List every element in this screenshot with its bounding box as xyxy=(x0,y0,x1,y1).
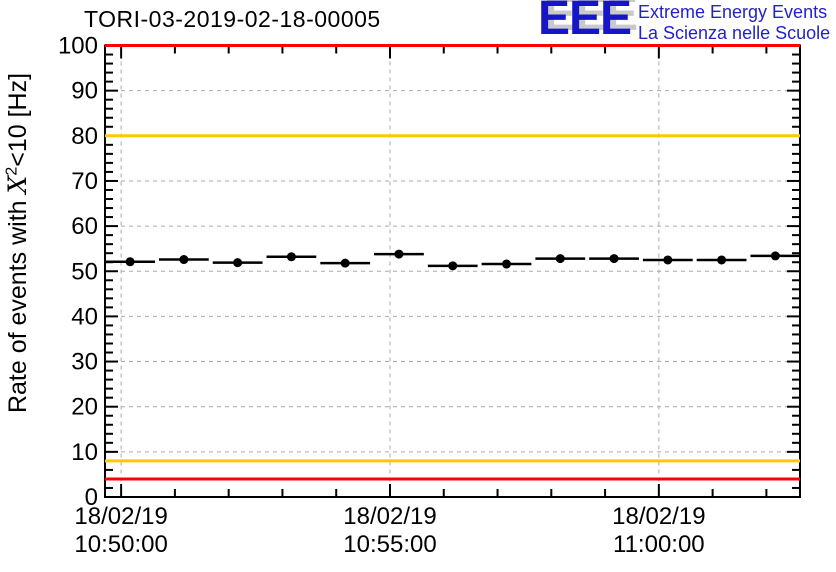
y-tick-label: 50 xyxy=(71,258,98,285)
x-tick-label-date: 18/02/19 xyxy=(612,503,705,530)
data-point xyxy=(286,252,296,262)
data-point xyxy=(125,257,135,267)
x-tick-label-date: 18/02/19 xyxy=(343,503,436,530)
y-tick-label: 90 xyxy=(71,78,98,105)
y-tick-label: 30 xyxy=(71,349,98,376)
x-tick-label-date: 18/02/19 xyxy=(74,503,167,530)
y-tick-label: 20 xyxy=(71,394,98,421)
data-point xyxy=(555,254,565,264)
eee-logo-text: Extreme Energy Events La Scienza nelle S… xyxy=(638,2,830,44)
data-point xyxy=(233,258,243,268)
y-tick-label: 80 xyxy=(71,123,98,150)
eee-logo-line1: Extreme Energy Events xyxy=(638,2,828,22)
data-point xyxy=(394,249,404,259)
data-point xyxy=(501,259,511,269)
data-point xyxy=(448,261,458,271)
y-tick-label: 0 xyxy=(85,484,98,511)
x-tick-label-time: 10:50:00 xyxy=(74,531,167,558)
data-point xyxy=(179,255,189,265)
eee-logo-letters: EEE xyxy=(538,0,632,45)
y-tick-label: 60 xyxy=(71,213,98,240)
y-tick-label: 100 xyxy=(58,33,98,60)
data-point xyxy=(340,258,350,268)
data-point xyxy=(663,255,673,265)
data-point xyxy=(770,251,780,261)
data-point xyxy=(609,254,619,264)
x-tick-label-time: 10:55:00 xyxy=(343,531,436,558)
x-tick-label-time: 11:00:00 xyxy=(613,531,705,558)
chart-title: TORI-03-2019-02-18-00005 xyxy=(84,6,381,32)
eee-logo-line2: La Scienza nelle Scuole xyxy=(638,23,831,43)
y-tick-label: 70 xyxy=(71,168,98,195)
y-tick-label: 10 xyxy=(71,439,98,466)
y-tick-label: 40 xyxy=(71,303,98,330)
data-point xyxy=(717,255,727,265)
